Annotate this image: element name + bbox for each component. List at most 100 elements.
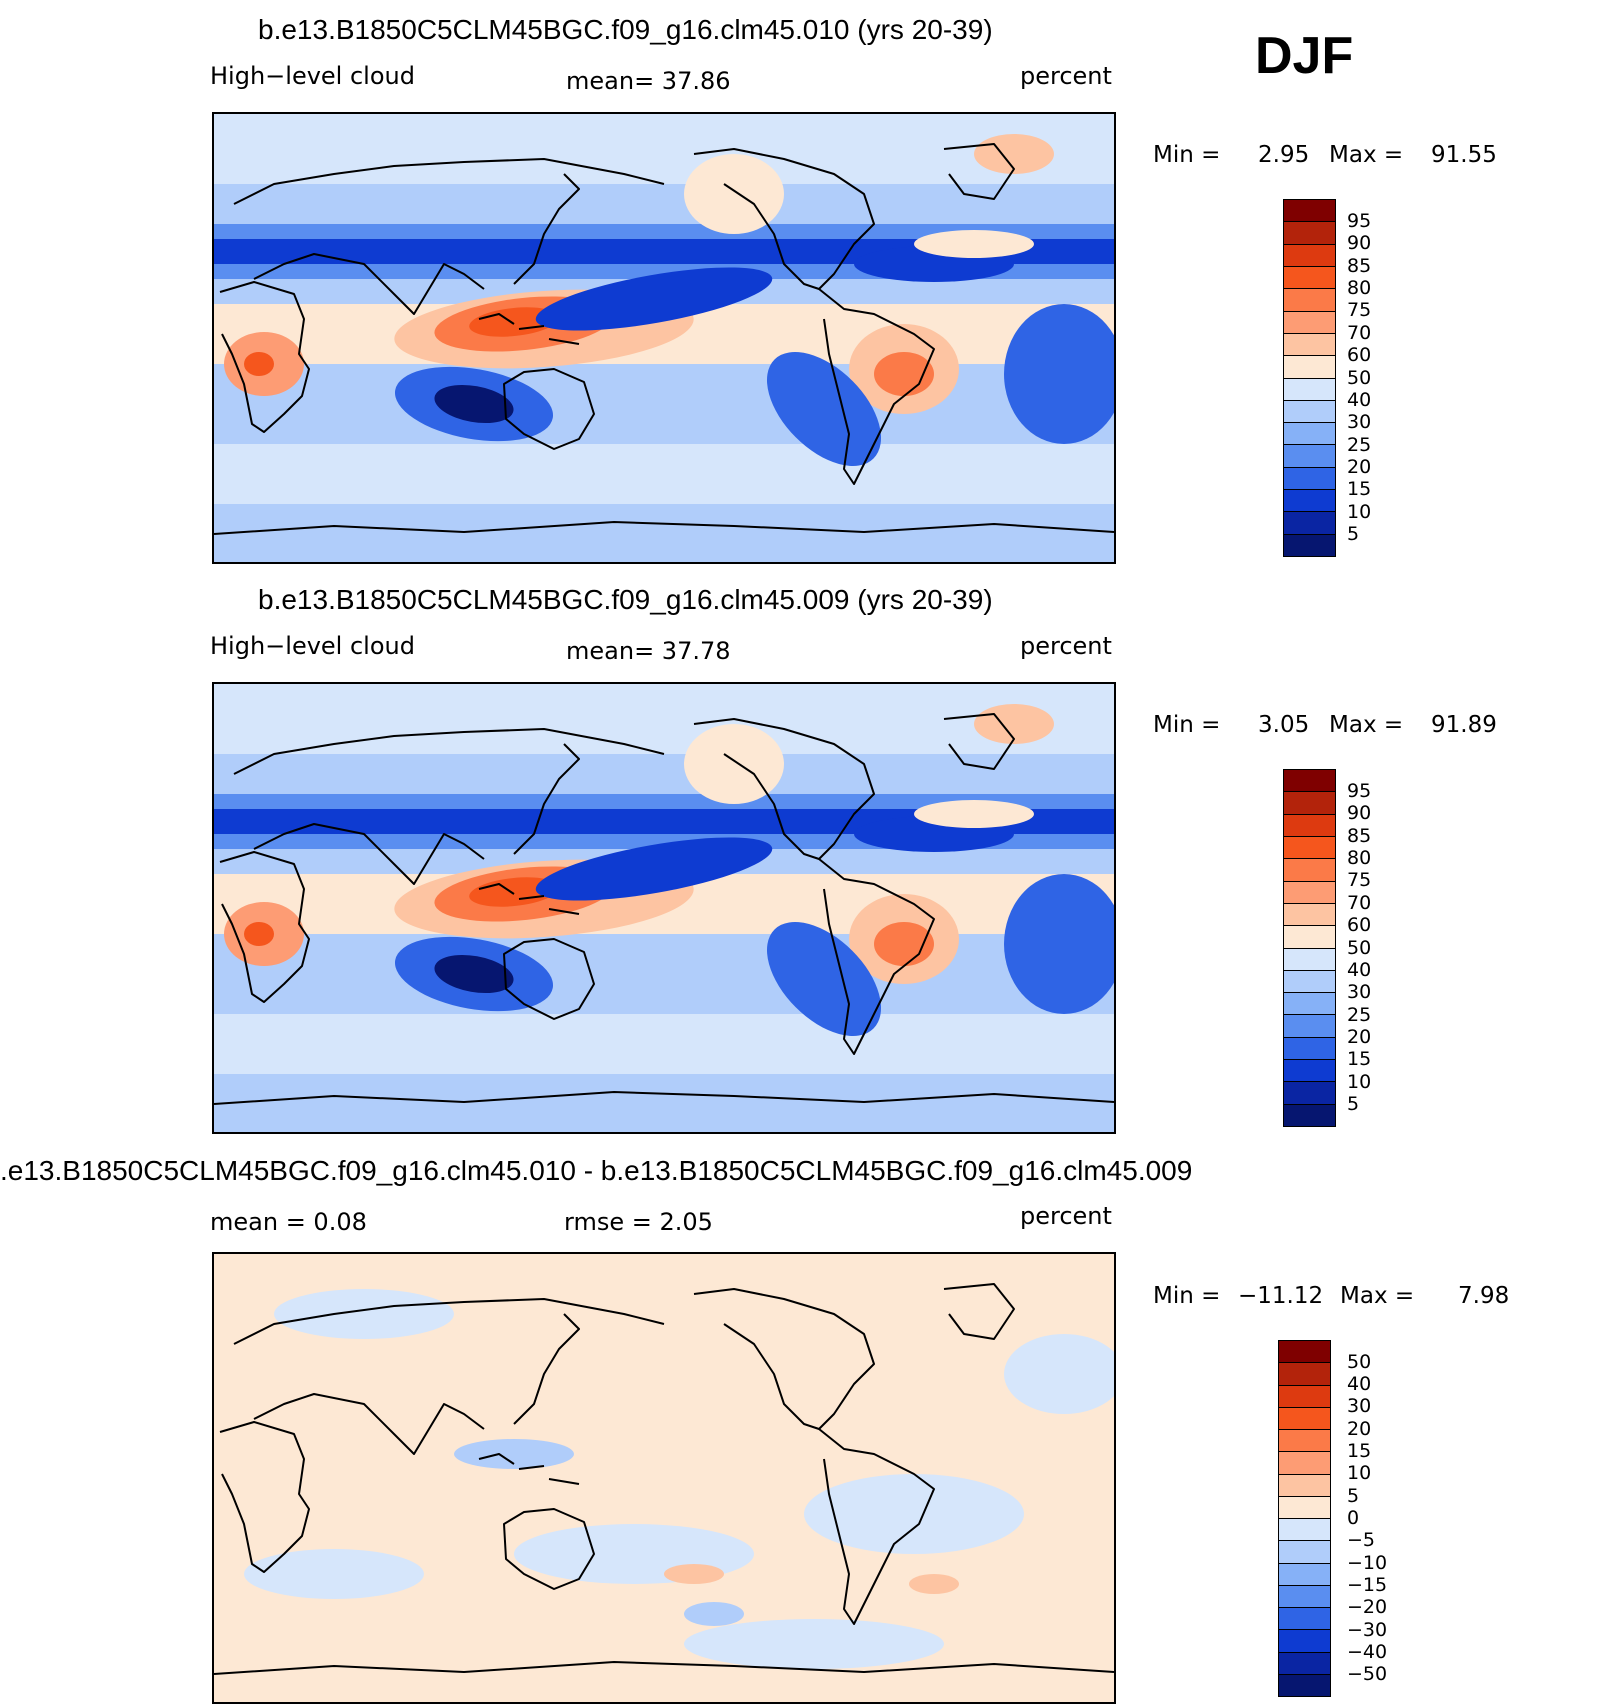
- colorbar-box: [1284, 814, 1335, 837]
- colorbar-level-label: 85: [1347, 824, 1372, 847]
- panel-2-max-label: Max =: [1329, 712, 1404, 738]
- colorbar-level-label: 15: [1347, 1048, 1372, 1071]
- coastline: [253, 253, 485, 315]
- panel-1-max-value: 91.55: [1431, 142, 1497, 168]
- colorbar-level-label: 25: [1347, 1003, 1372, 1026]
- panel-3-title: .e13.B1850C5CLM45BGC.f09_g16.clm45.010 -…: [0, 1155, 1193, 1186]
- season-label: DJF: [1255, 27, 1354, 85]
- panel-1-colorbar: [1283, 199, 1336, 557]
- contour-band: [214, 1014, 1114, 1074]
- colorbar-box: [1284, 400, 1335, 424]
- colorbar-box: [1284, 970, 1335, 994]
- coastline: [478, 883, 580, 915]
- coastline: [513, 173, 580, 285]
- colorbar-level-label: 75: [1347, 869, 1372, 892]
- panel-1-min-value: 2.95: [1258, 142, 1310, 168]
- contour-region: [684, 724, 784, 804]
- coastline: [818, 288, 935, 485]
- colorbar-level-label: 0: [1347, 1507, 1360, 1529]
- colorbar-box: [1284, 490, 1335, 513]
- colorbar-box: [1284, 333, 1335, 357]
- contour-band: [214, 684, 1114, 754]
- map-contour-plot: [214, 1254, 1114, 1702]
- contour-region: [874, 922, 934, 966]
- panel-2-mean-label: mean= 37.78: [566, 637, 731, 665]
- colorbar-box: [1284, 289, 1335, 312]
- contour-region: [244, 352, 274, 376]
- colorbar-level-label: 10: [1347, 1462, 1372, 1485]
- contour-band: [214, 514, 1114, 562]
- colorbar-level-label: 60: [1347, 344, 1372, 367]
- contour-band: [214, 444, 1114, 504]
- colorbar-level-label: 10: [1347, 1070, 1372, 1093]
- colorbar-box: [1284, 467, 1335, 491]
- colorbar-box: [1279, 1452, 1330, 1475]
- contour-region: [1004, 1334, 1114, 1414]
- panel-3-min-label: Min =: [1153, 1283, 1221, 1309]
- colorbar-level-label: 75: [1347, 299, 1372, 322]
- panel-2-units-label: percent: [1020, 632, 1112, 660]
- colorbar-level-label: 30: [1347, 1395, 1372, 1418]
- colorbar-level-label: 25: [1347, 433, 1372, 456]
- colorbar-level-label: 5: [1347, 523, 1360, 546]
- contour-region: [1004, 304, 1114, 444]
- panel-2-min-value: 3.05: [1258, 712, 1310, 738]
- colorbar-level-label: 20: [1347, 1026, 1372, 1048]
- colorbar-level-label: 5: [1347, 1484, 1360, 1507]
- coastline: [818, 858, 935, 1055]
- colorbar-level-label: 20: [1347, 1417, 1372, 1440]
- panel-2-variable-label: High−level cloud: [210, 632, 415, 660]
- colorbar-level-label: −15: [1347, 1573, 1388, 1596]
- contour-region: [684, 154, 784, 234]
- colorbar-level-label: 40: [1347, 958, 1372, 981]
- panel-3-max-value: 7.98: [1458, 1283, 1510, 1309]
- colorbar-box: [1284, 1060, 1335, 1083]
- panel-3-map: [212, 1252, 1116, 1704]
- colorbar-box: [1279, 1474, 1330, 1497]
- contour-region: [766, 921, 882, 1037]
- coastline: [219, 851, 310, 1003]
- colorbar-box: [1284, 993, 1335, 1016]
- panel-2-colorbar: [1283, 769, 1336, 1127]
- panel-1-min-label: Min =: [1153, 142, 1221, 168]
- map-contour-plot: [214, 684, 1114, 1132]
- coastline: [503, 1508, 595, 1590]
- colorbar-level-label: 50: [1347, 366, 1372, 389]
- contour-region: [274, 1289, 454, 1339]
- colorbar-box: [1279, 1430, 1330, 1453]
- colorbar-box: [1284, 792, 1335, 815]
- coastline: [693, 1288, 875, 1430]
- coastline: [233, 158, 665, 205]
- colorbar-level-label: 80: [1347, 847, 1372, 869]
- coastline: [478, 313, 580, 345]
- coastline: [943, 143, 1015, 200]
- contour-region: [244, 1549, 424, 1599]
- coastline: [253, 1393, 485, 1455]
- colorbar-box: [1279, 1341, 1330, 1364]
- contour-region: [804, 1474, 1024, 1554]
- panel-3-max-label: Max =: [1340, 1283, 1415, 1309]
- panel-2-title: b.e13.B1850C5CLM45BGC.f09_g16.clm45.009 …: [258, 584, 993, 615]
- contour-region: [766, 351, 882, 467]
- colorbar-level-label: 20: [1347, 456, 1372, 478]
- coastline: [693, 718, 875, 860]
- panel-1-max-label: Max =: [1329, 142, 1404, 168]
- colorbar-box: [1284, 311, 1335, 334]
- panel-1-units-label: percent: [1020, 62, 1112, 90]
- colorbar-box: [1284, 859, 1335, 882]
- colorbar-level-label: −40: [1347, 1640, 1388, 1663]
- coastline: [214, 521, 1114, 535]
- colorbar-box: [1279, 1407, 1330, 1430]
- coastline: [214, 1661, 1114, 1675]
- coastline: [513, 743, 580, 855]
- colorbar-box: [1284, 266, 1335, 290]
- colorbar-box: [1284, 512, 1335, 535]
- coastline: [233, 728, 665, 775]
- panel-3-rmse-label: rmse = 2.05: [564, 1208, 713, 1236]
- contour-region: [469, 307, 559, 337]
- colorbar-level-label: 95: [1347, 209, 1372, 232]
- panel-2-max-value: 91.89: [1431, 712, 1497, 738]
- panel-3-mean-label: mean = 0.08: [210, 1208, 367, 1236]
- colorbar-level-label: 50: [1347, 1350, 1372, 1373]
- contour-region: [1004, 874, 1114, 1014]
